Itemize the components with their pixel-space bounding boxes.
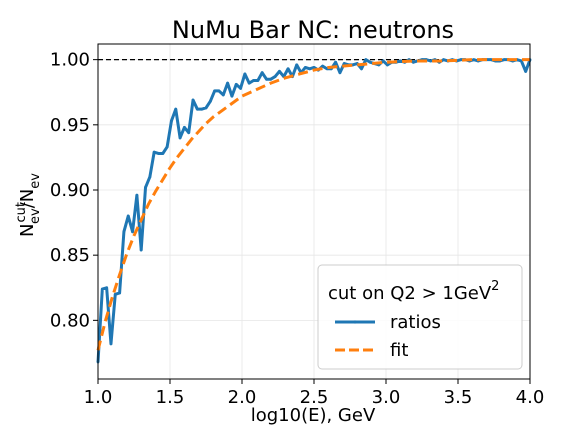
series-ratios-point — [170, 119, 173, 123]
series-ratios-point — [459, 58, 463, 62]
legend: cut on Q2 > 1GeV2 ratios fit — [317, 264, 523, 370]
series-ratios-point — [429, 59, 433, 63]
legend-box — [317, 264, 523, 370]
series-ratios-point — [360, 67, 363, 71]
y-tick-label: 0.80 — [50, 310, 90, 331]
svg-text:Ncutev/Nev: Ncutev/Nev — [14, 173, 43, 237]
y-label-sub: ev — [28, 208, 43, 224]
series-ratios-point — [118, 291, 121, 295]
series-ratios-point — [368, 60, 372, 64]
series-ratios-point — [399, 59, 402, 63]
series-ratios-point — [208, 99, 212, 103]
y-tick-label: 1.00 — [50, 50, 90, 71]
series-ratios-point — [338, 71, 342, 75]
series-ratios-point — [364, 58, 368, 62]
series-ratios-point — [312, 66, 316, 69]
series-ratios-point — [126, 214, 130, 218]
series-ratios-point — [334, 60, 337, 64]
series-ratios-point — [234, 83, 238, 86]
y-label-mid: /N — [17, 189, 38, 209]
series-ratios-point — [152, 150, 156, 154]
series-ratios-point — [489, 58, 493, 62]
x-axis: 1.0 1.5 2.0 2.5 3.0 3.5 4.0 — [84, 379, 545, 408]
x-tick-label: 2.0 — [228, 387, 257, 408]
series-ratios-point — [260, 71, 264, 75]
series-ratios-point — [105, 286, 109, 290]
series-ratios-point — [178, 136, 182, 140]
series-ratios-point — [148, 175, 152, 179]
series-ratios-point — [221, 93, 225, 97]
y-label-sub2: ev — [28, 173, 43, 189]
series-ratios-point — [165, 145, 169, 149]
y-tick-label: 0.90 — [50, 180, 90, 201]
series-ratios-point — [278, 69, 281, 73]
series-ratios-point — [213, 89, 217, 93]
y-axis-label: Ncutev/Nev — [14, 173, 43, 237]
series-ratios-point — [269, 77, 273, 81]
series-ratios-point — [100, 287, 104, 291]
legend-title-sup: 2 — [491, 279, 499, 294]
x-tick-label: 1.5 — [156, 387, 185, 408]
series-ratios-point — [321, 64, 325, 68]
series-ratios-point — [183, 126, 186, 129]
series-ratios-point — [442, 58, 445, 62]
series-ratios-point — [308, 67, 312, 71]
y-label-main: N — [17, 223, 38, 236]
series-ratios-point — [247, 81, 251, 85]
series-ratios-point — [204, 106, 208, 110]
series-ratios-point — [200, 107, 204, 111]
series-ratios-point — [286, 67, 290, 71]
series-ratios-point — [230, 94, 234, 98]
series-ratios-point — [109, 342, 113, 346]
series-ratios-point — [256, 79, 260, 82]
series-ratios-point — [342, 62, 346, 65]
series-ratios-point — [386, 63, 389, 67]
legend-title: cut on Q2 > 1GeV2 — [328, 279, 499, 304]
series-ratios-point — [411, 60, 415, 64]
series-ratios-point — [139, 248, 143, 252]
series-ratios-point — [122, 230, 126, 234]
y-axis: 0.80 0.85 0.90 0.95 1.00 — [50, 50, 98, 331]
series-ratios-point — [174, 107, 178, 111]
series-fit-line — [96, 58, 530, 351]
series-ratios-point — [265, 77, 268, 81]
series-ratios-point — [113, 292, 117, 296]
series-ratios-point — [502, 58, 506, 62]
series-layer — [96, 58, 532, 364]
x-tick-label: 3.5 — [444, 387, 473, 408]
series-ratios-point — [135, 193, 139, 197]
series-ratios-point — [217, 89, 221, 93]
series-ratios-point — [295, 63, 299, 67]
x-tick-label: 3.0 — [372, 387, 401, 408]
x-tick-label: 2.5 — [300, 387, 329, 408]
x-axis-label: log10(E), GeV — [251, 405, 376, 426]
y-label-sup: cut — [14, 202, 29, 222]
y-tick-label: 0.95 — [50, 115, 90, 136]
series-ratios-point — [273, 75, 277, 78]
series-ratios-point — [131, 230, 134, 234]
chart-title: NuMu Bar NC: neutrons — [172, 16, 454, 44]
legend-entry-ratios: ratios — [390, 312, 441, 333]
series-ratios-point — [252, 79, 255, 82]
series-ratios-point — [195, 107, 199, 111]
series-ratios-point — [243, 72, 247, 76]
legend-swatch-ratios-marker — [353, 320, 357, 324]
x-tick-label: 4.0 — [516, 387, 545, 408]
y-tick-label: 0.85 — [50, 245, 90, 266]
series-ratios-point — [472, 58, 476, 62]
series-ratios-point — [187, 131, 191, 135]
legend-entry-fit: fit — [390, 340, 408, 361]
legend-title-text: cut on Q2 > 1GeV — [328, 283, 492, 304]
series-ratios-point — [524, 69, 528, 73]
series-ratios-point — [381, 59, 385, 63]
series-ratios-point — [191, 98, 195, 102]
series-ratios-point — [157, 152, 160, 155]
series-ratios-point — [226, 81, 230, 85]
series-ratios-point — [144, 185, 147, 189]
series-ratios-point — [303, 66, 307, 69]
series-ratios-point — [239, 86, 242, 90]
x-tick-label: 1.0 — [84, 387, 113, 408]
series-ratios-point — [161, 152, 165, 155]
